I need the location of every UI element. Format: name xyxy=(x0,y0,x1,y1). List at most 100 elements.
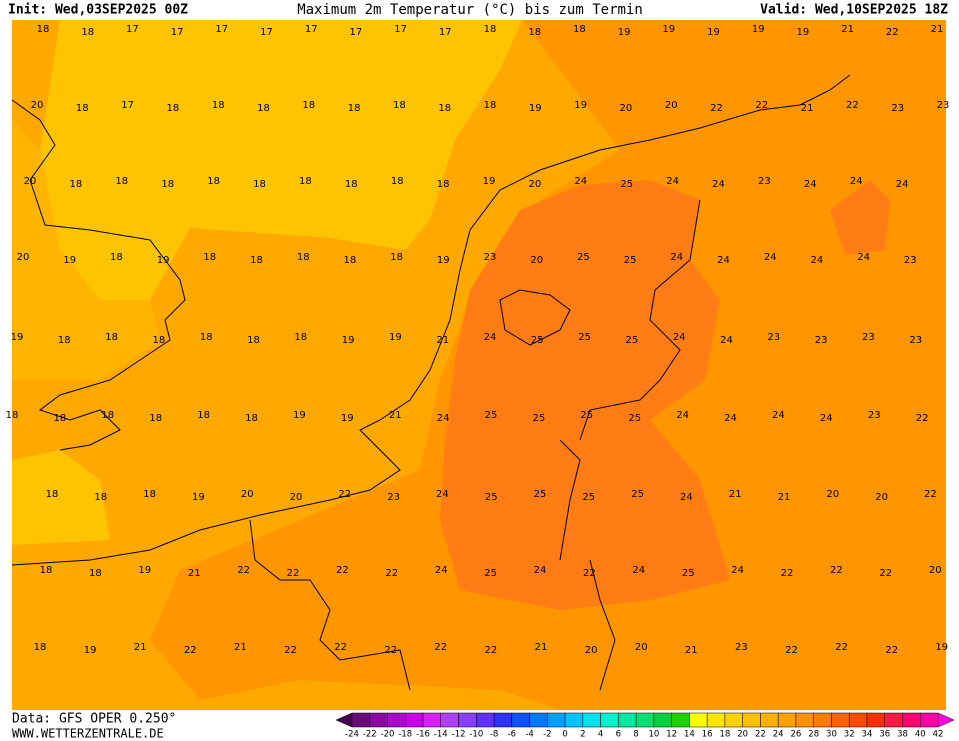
temperature-label: 18 xyxy=(484,24,497,35)
temperature-label: 22 xyxy=(755,100,768,111)
colorbar-tick-label: -16 xyxy=(416,730,430,740)
temperature-label: 22 xyxy=(879,568,892,579)
colorbar-box xyxy=(653,712,672,728)
temperature-label: 17 xyxy=(260,27,273,38)
temperature-label: 22 xyxy=(237,565,250,576)
temperature-label: 18 xyxy=(161,179,174,190)
temperature-label: 19 xyxy=(574,100,587,111)
temperature-label: 17 xyxy=(439,27,452,38)
temperature-label: 17 xyxy=(305,24,318,35)
colorbar-tick-label: 8 xyxy=(633,730,638,740)
temperature-label: 18 xyxy=(81,27,94,38)
temperature-label: 18 xyxy=(484,100,497,111)
temperature-label: 24 xyxy=(731,565,744,576)
temperature-label: 24 xyxy=(670,252,683,263)
temperature-label: 18 xyxy=(391,176,404,187)
temperature-label: 18 xyxy=(203,252,216,263)
colorbar-tick-label: 26 xyxy=(791,730,802,740)
temperature-label: 22 xyxy=(338,489,351,500)
temperature-label: 24 xyxy=(666,176,679,187)
colorbar-tick-label: 14 xyxy=(684,730,695,740)
temperature-label: 19 xyxy=(138,565,151,576)
temperature-label: 18 xyxy=(37,24,50,35)
temperature-label: 24 xyxy=(574,176,587,187)
colorbar-tick-label: -18 xyxy=(398,730,412,740)
colorbar-tick-label: 0 xyxy=(562,730,567,740)
temperature-label: 23 xyxy=(937,100,950,111)
temperature-label: 21 xyxy=(801,103,814,114)
temperature-label: 18 xyxy=(345,179,358,190)
temperature-label: 24 xyxy=(811,255,824,266)
temperature-label: 24 xyxy=(820,413,833,424)
colorbar-box xyxy=(671,712,690,728)
temperature-label: 19 xyxy=(84,645,97,656)
colorbar-box xyxy=(618,712,637,728)
temperature-label: 24 xyxy=(764,252,777,263)
temperature-label: 18 xyxy=(257,103,270,114)
temperature-label: 20 xyxy=(530,255,543,266)
temperature-label: 18 xyxy=(105,332,118,343)
temperature-label: 18 xyxy=(212,100,225,111)
colorbar-tick-label: -14 xyxy=(434,730,448,740)
temperature-label: 24 xyxy=(632,565,645,576)
colorbar-tick-label: 38 xyxy=(897,730,908,740)
temperature-label: 17 xyxy=(126,24,139,35)
colorbar-box xyxy=(724,712,743,728)
temperature-label: 25 xyxy=(626,335,639,346)
temperature-label: 19 xyxy=(752,24,765,35)
colorbar-box xyxy=(422,712,442,728)
temperature-label: 23 xyxy=(735,642,748,653)
temperature-label: 22 xyxy=(184,645,197,656)
temperature-label: 21 xyxy=(685,645,698,656)
temperature-label: 19 xyxy=(389,332,402,343)
colorbar-box xyxy=(831,712,850,728)
temperature-label: 20 xyxy=(290,492,303,503)
temperature-label: 24 xyxy=(680,492,693,503)
temperature-label: 24 xyxy=(724,413,737,424)
temperature-label: 18 xyxy=(34,642,47,653)
temperature-label: 19 xyxy=(662,24,675,35)
temperature-label: 23 xyxy=(767,332,780,343)
colorbar-tick-label: 20 xyxy=(737,730,748,740)
colorbar-tick-label: 10 xyxy=(648,730,659,740)
colorbar-box xyxy=(919,712,939,728)
colorbar-box xyxy=(813,712,832,728)
temperature-label: 25 xyxy=(631,489,644,500)
temperature-label: 22 xyxy=(334,642,347,653)
temperature-label: 20 xyxy=(929,565,942,576)
colorbar-box xyxy=(440,712,459,728)
temperature-label: 18 xyxy=(197,410,210,421)
temperature-label: 24 xyxy=(857,252,870,263)
temperature-label: 24 xyxy=(896,179,909,190)
temperature-label: 21 xyxy=(234,642,247,653)
temperature-label: 24 xyxy=(772,410,785,421)
colorbar-arrow-right xyxy=(937,712,955,728)
temperature-label: 20 xyxy=(620,103,633,114)
temperature-label: 24 xyxy=(712,179,725,190)
temperature-label: 24 xyxy=(850,176,863,187)
colorbar-box xyxy=(476,712,495,728)
colorbar-box xyxy=(760,712,779,728)
colorbar-box xyxy=(511,712,530,728)
temperature-label: 20 xyxy=(241,489,254,500)
temperature-label: 25 xyxy=(485,410,498,421)
colorbar-tick-label: 18 xyxy=(719,730,730,740)
temperature-label: 19 xyxy=(935,642,948,653)
temperature-label: 18 xyxy=(294,332,307,343)
temperature-label: 21 xyxy=(188,568,201,579)
colorbar-box xyxy=(387,712,406,728)
temperature-label: 20 xyxy=(665,100,678,111)
temperature-label: 18 xyxy=(438,103,451,114)
temperature-label: 20 xyxy=(17,252,30,263)
temperature-label: 18 xyxy=(89,568,102,579)
colorbar-tick-label: 16 xyxy=(702,730,713,740)
colorbar-tick-label: -2 xyxy=(543,730,551,740)
coast-uk xyxy=(11,99,186,451)
colorbar-box xyxy=(458,712,477,728)
temperature-label: 25 xyxy=(531,335,544,346)
temperature-label: 23 xyxy=(758,176,771,187)
temperature-label: 21 xyxy=(931,24,944,35)
temperature-label: 22 xyxy=(710,103,723,114)
temperature-label: 22 xyxy=(830,565,843,576)
temperature-label: 20 xyxy=(31,100,44,111)
